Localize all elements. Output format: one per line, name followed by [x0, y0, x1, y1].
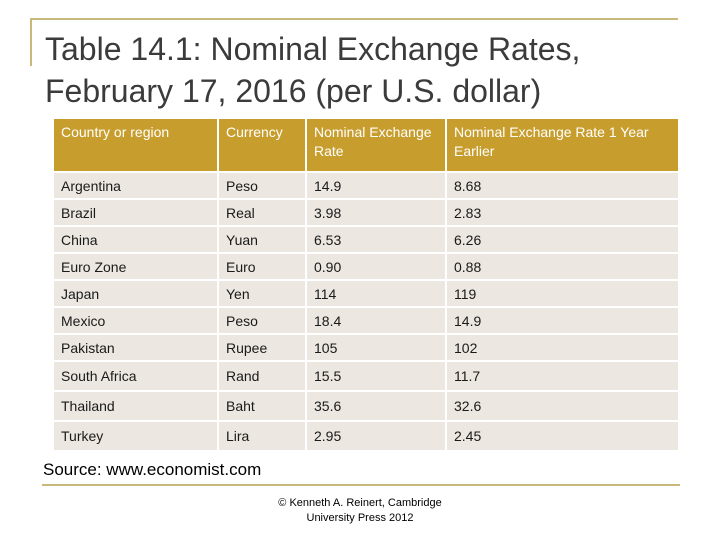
cell-country: Turkey: [54, 421, 219, 452]
cell-country: Mexico: [54, 307, 219, 335]
cell-country: South Africa: [54, 361, 219, 392]
copyright-line-2: University Press 2012: [306, 512, 414, 524]
cell-country: Japan: [54, 280, 219, 308]
title-line-1: Table 14.1: Nominal Exchange Rates,: [45, 31, 581, 67]
header-nominal-rate: Nominal Exchange Rate: [306, 119, 447, 173]
cell-currency: Peso: [218, 172, 307, 200]
cell-currency: Rand: [218, 361, 307, 392]
cell-rate-year-earlier: 102: [446, 334, 678, 362]
cell-rate: 14.9: [306, 172, 447, 200]
cell-rate-year-earlier: 0.88: [446, 253, 678, 281]
frame-top-rule: [30, 18, 678, 20]
table-row: Japan Yen 114 119: [54, 280, 678, 308]
cell-country: Pakistan: [54, 334, 219, 362]
cell-rate: 105: [306, 334, 447, 362]
frame-left-rule: [30, 18, 32, 66]
table-row: Turkey Lira 2.95 2.45: [54, 421, 678, 452]
cell-rate: 35.6: [306, 391, 447, 422]
cell-rate-year-earlier: 6.26: [446, 226, 678, 254]
table-row: Brazil Real 3.98 2.83: [54, 199, 678, 227]
cell-country: Argentina: [54, 172, 219, 200]
source-note: Source: www.economist.com: [43, 460, 262, 479]
cell-currency: Real: [218, 199, 307, 227]
copyright-line-1: © Kenneth A. Reinert, Cambridge: [278, 497, 442, 509]
header-currency: Currency: [218, 119, 307, 173]
table-row: China Yuan 6.53 6.26: [54, 226, 678, 254]
cell-rate: 15.5: [306, 361, 447, 392]
cell-rate-year-earlier: 11.7: [446, 361, 678, 392]
cell-currency: Baht: [218, 391, 307, 422]
cell-rate: 114: [306, 280, 447, 308]
table-row: South Africa Rand 15.5 11.7: [54, 361, 678, 392]
table-row: Argentina Peso 14.9 8.68: [54, 172, 678, 200]
page-title: Table 14.1: Nominal Exchange Rates, Febr…: [45, 28, 695, 112]
cell-rate-year-earlier: 2.45: [446, 421, 678, 452]
cell-currency: Lira: [218, 421, 307, 452]
copyright-notice: © Kenneth A. Reinert, Cambridge Universi…: [260, 496, 460, 526]
cell-rate: 18.4: [306, 307, 447, 335]
table-row: Pakistan Rupee 105 102: [54, 334, 678, 362]
title-line-2: February 17, 2016 (per U.S. dollar): [45, 73, 542, 109]
cell-currency: Yen: [218, 280, 307, 308]
table-row: Mexico Peso 18.4 14.9: [54, 307, 678, 335]
frame-bottom-rule: [42, 484, 680, 486]
cell-rate: 6.53: [306, 226, 447, 254]
cell-currency: Rupee: [218, 334, 307, 362]
header-rate-year-earlier: Nominal Exchange Rate 1 Year Earlier: [446, 119, 678, 173]
exchange-rate-table: Country or region Currency Nominal Excha…: [54, 119, 678, 452]
cell-country: China: [54, 226, 219, 254]
cell-country: Euro Zone: [54, 253, 219, 281]
cell-country: Brazil: [54, 199, 219, 227]
table-row: Euro Zone Euro 0.90 0.88: [54, 253, 678, 281]
cell-country: Thailand: [54, 391, 219, 422]
cell-currency: Peso: [218, 307, 307, 335]
cell-rate-year-earlier: 8.68: [446, 172, 678, 200]
cell-rate-year-earlier: 14.9: [446, 307, 678, 335]
cell-currency: Euro: [218, 253, 307, 281]
cell-rate: 0.90: [306, 253, 447, 281]
cell-currency: Yuan: [218, 226, 307, 254]
table-header-row: Country or region Currency Nominal Excha…: [54, 119, 678, 173]
cell-rate: 3.98: [306, 199, 447, 227]
cell-rate-year-earlier: 119: [446, 280, 678, 308]
cell-rate-year-earlier: 2.83: [446, 199, 678, 227]
cell-rate: 2.95: [306, 421, 447, 452]
cell-rate-year-earlier: 32.6: [446, 391, 678, 422]
header-country: Country or region: [54, 119, 219, 173]
table-row: Thailand Baht 35.6 32.6: [54, 391, 678, 422]
